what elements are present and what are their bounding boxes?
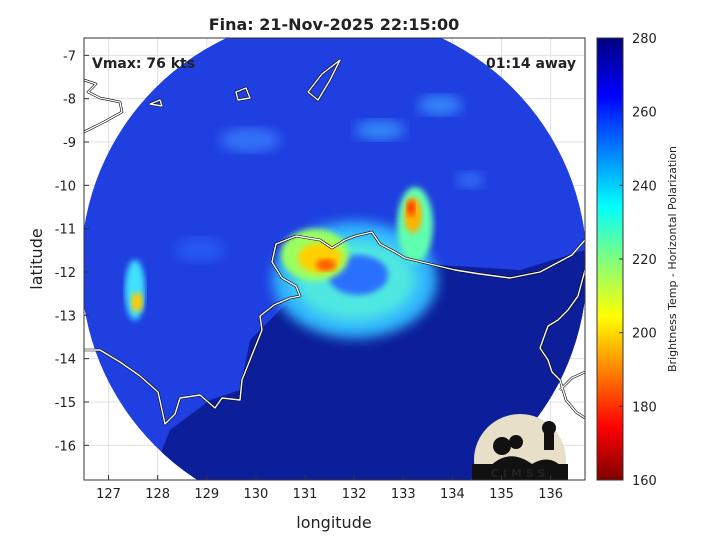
colorbar-tick-label: 160: [632, 474, 657, 489]
x-tick-label: 133: [391, 487, 416, 502]
colorbar-tick-label: 200: [632, 327, 657, 342]
vmax-label: Vmax: 76 kts: [92, 56, 195, 72]
swath-warm-ocean: [150, 250, 585, 480]
logo-text: CIMSS: [491, 467, 549, 480]
y-tick-label: -8: [63, 93, 76, 108]
x-axis-ticks: 127 128 129 130 131 132 133 134 135 136: [96, 475, 563, 502]
x-tick-label: 131: [293, 487, 318, 502]
y-tick-label: -10: [55, 179, 76, 194]
y-tick-label: -9: [63, 136, 76, 151]
y-axis-label: latitude: [27, 228, 46, 289]
y-axis-ticks: -7 -8 -9 -10 -11 -12 -13 -14 -15 -16: [55, 49, 89, 454]
cimss-logo: CIMSS: [472, 414, 568, 480]
x-tick-label: 128: [145, 487, 170, 502]
coastlines: [84, 58, 585, 426]
colorbar-ticks: 280 260 240 220 200 180 160: [619, 32, 657, 489]
y-tick-label: -12: [55, 266, 76, 281]
y-tick-label: -14: [55, 353, 76, 368]
colorbar-tick-label: 260: [632, 106, 657, 121]
x-tick-label: 129: [194, 487, 219, 502]
y-tick-label: -16: [55, 439, 76, 454]
y-tick-label: -7: [63, 49, 76, 64]
x-tick-label: 136: [538, 487, 563, 502]
y-tick-label: -11: [55, 223, 76, 238]
colorbar-tick-label: 240: [632, 179, 657, 194]
x-axis-label: longitude: [296, 513, 371, 532]
x-tick-label: 130: [243, 487, 268, 502]
colorbar-label: Brightness Temp - Horizontal Polarizatio…: [666, 146, 679, 372]
x-tick-label: 134: [440, 487, 465, 502]
figure-title: Fina: 21-Nov-2025 22:15:00: [209, 15, 460, 34]
axes-frame: [83, 37, 586, 481]
y-tick-label: -13: [55, 309, 76, 324]
colorbar-tick-label: 280: [632, 32, 657, 47]
x-tick-label: 132: [342, 487, 367, 502]
colorbar-tick-label: 180: [632, 400, 657, 415]
x-tick-label: 135: [489, 487, 514, 502]
colorbar-tick-label: 220: [632, 253, 657, 268]
away-label: 01:14 away: [486, 56, 576, 72]
x-tick-label: 127: [96, 487, 121, 502]
microwave-swath: CIMSS: [84, 38, 585, 480]
y-tick-label: -15: [55, 396, 76, 411]
